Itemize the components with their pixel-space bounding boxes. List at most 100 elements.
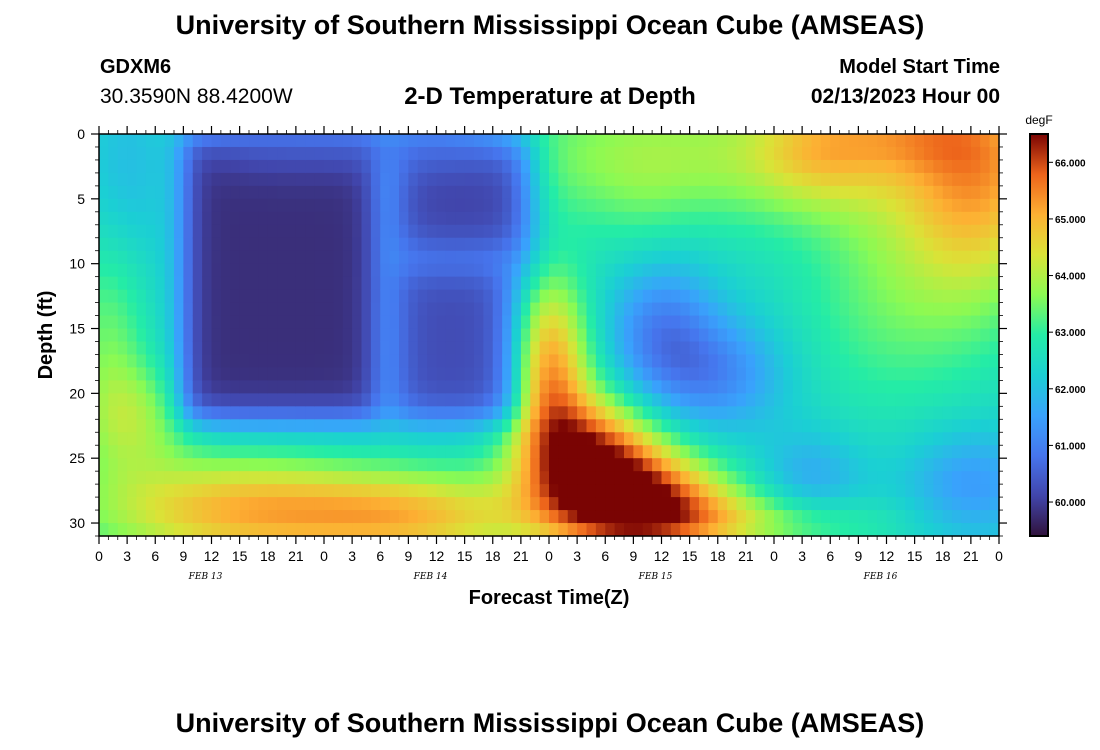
heatmap-cell	[595, 393, 606, 407]
heatmap-cell	[567, 289, 578, 304]
heatmap-cell	[108, 263, 119, 278]
heatmap-cell	[727, 458, 738, 472]
heatmap-cell	[399, 484, 409, 498]
heatmap-cell	[239, 523, 250, 537]
heatmap-cell	[774, 172, 784, 187]
heatmap-cell	[249, 185, 259, 200]
heatmap-cell	[445, 315, 456, 330]
heatmap-cell	[736, 380, 747, 394]
heatmap-cell	[474, 484, 484, 498]
heatmap-cell	[717, 263, 728, 278]
heatmap-cell	[577, 289, 588, 304]
heatmap-cell	[755, 185, 766, 200]
heatmap-cell	[427, 185, 438, 200]
heatmap-cell	[605, 367, 616, 381]
heatmap-cell	[774, 185, 784, 200]
heatmap-cell	[811, 328, 822, 343]
heatmap-cell	[380, 497, 391, 511]
heatmap-cell	[877, 276, 888, 291]
heatmap-cell	[520, 419, 531, 433]
heatmap-cell	[605, 159, 616, 174]
heatmap-cell	[464, 237, 475, 252]
heatmap-cell	[108, 484, 119, 498]
heatmap-cell	[455, 185, 466, 200]
heatmap-cell	[333, 510, 344, 524]
heatmap-cell	[839, 458, 850, 472]
heatmap-cell	[427, 198, 438, 213]
heatmap-cell	[164, 367, 175, 381]
heatmap-cell	[680, 263, 691, 278]
heatmap-cell	[858, 289, 869, 304]
heatmap-cell	[277, 510, 288, 524]
heatmap-cell	[445, 354, 456, 369]
heatmap-cell	[408, 445, 419, 459]
heatmap-cell	[849, 146, 859, 161]
heatmap-cell	[436, 445, 447, 459]
heatmap-cell	[539, 328, 550, 343]
heatmap-cell	[192, 134, 203, 148]
heatmap-cell	[474, 146, 484, 161]
heatmap-cell	[867, 328, 878, 343]
heatmap-cell	[980, 134, 991, 148]
heatmap-cell	[839, 497, 850, 511]
heatmap-cell	[689, 445, 700, 459]
heatmap-cell	[455, 198, 466, 213]
heatmap-cell	[136, 484, 147, 498]
heatmap-cell	[455, 146, 466, 161]
heatmap-cell	[792, 315, 803, 330]
heatmap-cell	[183, 458, 194, 472]
heatmap-cell	[455, 134, 466, 148]
heatmap-cell	[783, 146, 794, 161]
heatmap-cell	[849, 445, 859, 459]
heatmap-cell	[549, 497, 559, 511]
heatmap-cell	[558, 250, 569, 265]
heatmap-cell	[905, 328, 916, 343]
heatmap-cell	[914, 198, 925, 213]
heatmap-cell	[277, 523, 288, 537]
heatmap-cell	[839, 185, 850, 200]
heatmap-cell	[202, 497, 213, 511]
heatmap-cell	[727, 406, 738, 420]
heatmap-cell	[633, 341, 644, 356]
heatmap-cell	[680, 159, 691, 174]
heatmap-cell	[558, 510, 569, 524]
heatmap-cell	[445, 432, 456, 446]
x-tick-label: 18	[710, 548, 726, 564]
heatmap-cell	[408, 250, 419, 265]
heatmap-cell	[174, 380, 184, 394]
heatmap-cell	[595, 432, 606, 446]
heatmap-cell	[164, 497, 175, 511]
heatmap-cell	[295, 302, 306, 317]
heatmap-cell	[989, 367, 1000, 381]
heatmap-cell	[905, 510, 916, 524]
heatmap-cell	[792, 237, 803, 252]
heatmap-cell	[924, 523, 934, 537]
heatmap-cell	[267, 289, 278, 304]
heatmap-cell	[952, 302, 963, 317]
heatmap-cell	[99, 289, 109, 304]
heatmap-cell	[811, 276, 822, 291]
heatmap-cell	[642, 211, 653, 226]
heatmap-cell	[924, 458, 934, 472]
heatmap-cell	[399, 211, 409, 226]
heatmap-cell	[708, 341, 719, 356]
heatmap-cell	[117, 237, 128, 252]
heatmap-cell	[895, 497, 906, 511]
heatmap-cell	[239, 328, 250, 343]
heatmap-cell	[858, 250, 869, 265]
heatmap-cell	[99, 419, 109, 433]
heatmap-cell	[230, 484, 241, 498]
heatmap-cell	[239, 419, 250, 433]
heatmap-cell	[624, 276, 634, 291]
heatmap-cell	[361, 134, 372, 148]
heatmap-cell	[886, 185, 897, 200]
heatmap-cell	[914, 146, 925, 161]
heatmap-cell	[249, 315, 259, 330]
heatmap-cell	[689, 237, 700, 252]
heatmap-cell	[492, 445, 503, 459]
heatmap-cell	[370, 315, 381, 330]
heatmap-cell	[324, 328, 334, 343]
heatmap-cell	[952, 146, 963, 161]
heatmap-cell	[830, 134, 841, 148]
heatmap-cell	[249, 146, 259, 161]
